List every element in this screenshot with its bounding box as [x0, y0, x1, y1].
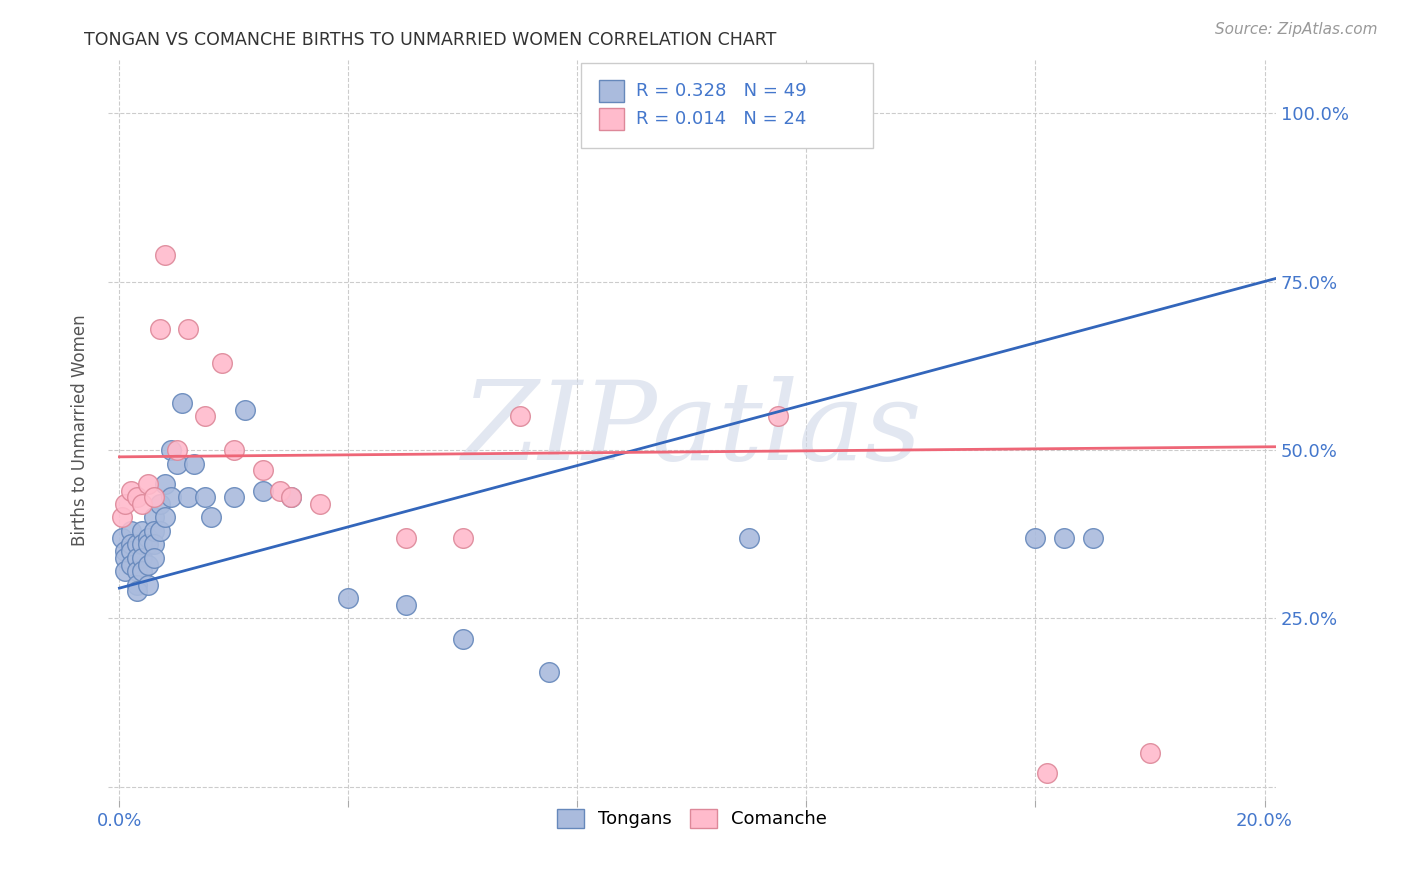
Point	[308, 497, 330, 511]
Point	[155, 476, 177, 491]
Point	[136, 537, 159, 551]
Point	[177, 490, 200, 504]
Point	[125, 564, 148, 578]
Point	[120, 483, 142, 498]
Point	[172, 396, 194, 410]
Point	[1036, 766, 1059, 780]
Point	[280, 490, 302, 504]
Point	[142, 510, 165, 524]
Point	[183, 457, 205, 471]
Point	[142, 524, 165, 538]
Point	[222, 443, 245, 458]
Point	[120, 524, 142, 538]
Point	[136, 476, 159, 491]
Point	[120, 537, 142, 551]
Point	[131, 537, 153, 551]
Point	[125, 490, 148, 504]
Point	[166, 457, 188, 471]
Point	[148, 524, 170, 538]
Point	[537, 665, 560, 680]
Point	[509, 409, 531, 424]
Point	[194, 409, 217, 424]
FancyBboxPatch shape	[581, 63, 873, 148]
Point	[235, 402, 257, 417]
Point	[269, 483, 291, 498]
Point	[114, 564, 136, 578]
Point	[114, 544, 136, 558]
Point	[114, 497, 136, 511]
Point	[136, 558, 159, 572]
Point	[125, 578, 148, 592]
Point	[160, 490, 183, 504]
Point	[155, 510, 177, 524]
Point	[451, 531, 474, 545]
Point	[120, 558, 142, 572]
Point	[194, 490, 217, 504]
Point	[125, 584, 148, 599]
Point	[211, 355, 233, 369]
Point	[131, 524, 153, 538]
Text: Source: ZipAtlas.com: Source: ZipAtlas.com	[1215, 22, 1378, 37]
Point	[222, 490, 245, 504]
Point	[111, 510, 134, 524]
Point	[1139, 746, 1161, 760]
FancyBboxPatch shape	[599, 79, 624, 102]
Legend: Tongans, Comanche: Tongans, Comanche	[550, 802, 835, 836]
Text: ZIPatlas: ZIPatlas	[461, 376, 922, 483]
Point	[142, 537, 165, 551]
Point	[120, 544, 142, 558]
Point	[252, 463, 274, 477]
Point	[395, 598, 418, 612]
Point	[200, 510, 222, 524]
Point	[114, 550, 136, 565]
Point	[1053, 531, 1076, 545]
Point	[738, 531, 761, 545]
Text: TONGAN VS COMANCHE BIRTHS TO UNMARRIED WOMEN CORRELATION CHART: TONGAN VS COMANCHE BIRTHS TO UNMARRIED W…	[84, 31, 776, 49]
Point	[136, 531, 159, 545]
Point	[155, 248, 177, 262]
FancyBboxPatch shape	[599, 108, 624, 130]
Point	[280, 490, 302, 504]
Point	[1081, 531, 1104, 545]
Point	[111, 531, 134, 545]
Text: R = 0.014   N = 24: R = 0.014 N = 24	[636, 110, 806, 128]
Point	[337, 591, 360, 606]
Point	[125, 550, 148, 565]
Point	[136, 578, 159, 592]
Point	[766, 409, 789, 424]
Point	[142, 490, 165, 504]
Point	[148, 322, 170, 336]
Point	[160, 443, 183, 458]
Point	[131, 564, 153, 578]
Point	[131, 550, 153, 565]
Point	[148, 497, 170, 511]
Point	[131, 497, 153, 511]
Point	[252, 483, 274, 498]
Point	[451, 632, 474, 646]
Point	[125, 537, 148, 551]
Y-axis label: Births to Unmarried Women: Births to Unmarried Women	[72, 314, 89, 546]
Text: R = 0.328   N = 49: R = 0.328 N = 49	[636, 82, 807, 100]
Point	[1024, 531, 1046, 545]
Point	[166, 443, 188, 458]
Point	[395, 531, 418, 545]
Point	[142, 550, 165, 565]
Point	[177, 322, 200, 336]
